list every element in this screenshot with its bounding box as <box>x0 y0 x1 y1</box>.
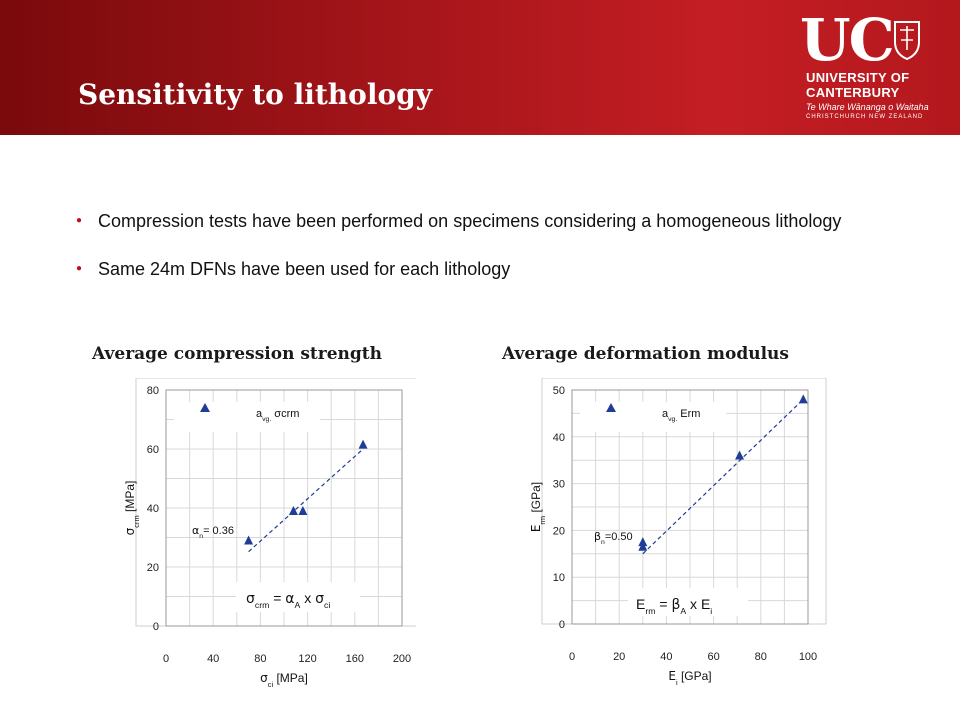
y-tick-label: 0 <box>559 619 565 631</box>
equation-box <box>628 588 748 616</box>
equation-box <box>236 582 360 612</box>
logo-text-line1: UNIVERSITY OF <box>806 70 910 85</box>
x-axis-label: σci [MPa] <box>260 671 308 689</box>
university-logo: UC UNIVERSITY OF CANTERBURY Te Whare Wān… <box>800 10 950 124</box>
right-chart-caption: Average deformation modulus <box>502 344 789 364</box>
deformation-modulus-plot: 0 20 40 60 80 100 0 10 20 30 40 50 Ei [GPa] Erm [GPa]… <box>529 377 827 687</box>
x-tick-label: 0 <box>163 653 169 665</box>
y-tick-label: 10 <box>553 572 565 584</box>
x-tick-label: 40 <box>207 653 219 665</box>
y-tick-label: 40 <box>147 503 159 515</box>
y-tick-label: 50 <box>553 385 565 397</box>
x-tick-label: 100 <box>799 651 817 663</box>
bullet-dot-icon: ● <box>76 215 83 226</box>
plot-area <box>165 389 403 627</box>
title-banner: Sensitivity to lithology UC UNIVERSITY O… <box>0 0 960 135</box>
bullet-list: ● Compression tests have been performed … <box>72 208 842 282</box>
legend-label: avg. σcrm <box>256 408 299 423</box>
y-axis-label: σcrm [MPa] <box>123 481 141 536</box>
legend-box <box>580 402 727 432</box>
left-chart-caption: Average compression strength <box>92 344 382 364</box>
legend-box <box>174 402 321 432</box>
bullet-item: ● Compression tests have been performed … <box>72 208 842 234</box>
data-point <box>798 394 808 404</box>
fit-line <box>248 448 364 553</box>
x-tick-label: 80 <box>755 651 767 663</box>
x-tick-label: 80 <box>254 653 266 665</box>
data-point <box>244 535 254 545</box>
x-axis-label: Ei [GPa] <box>668 669 711 687</box>
y-tick-label: 60 <box>147 444 159 456</box>
legend-label: avg. Erm <box>662 408 700 423</box>
y-tick-label: 20 <box>147 562 159 574</box>
logo-text-line3: Te Whare Wānanga o Waitaha <box>806 102 929 112</box>
x-tick-label: 200 <box>393 653 411 665</box>
bullet-item: ● Same 24m DFNs have been used for each … <box>72 256 842 282</box>
slide-title: Sensitivity to lithology <box>78 78 432 111</box>
y-axis-label: Erm [GPa] <box>529 482 547 532</box>
data-point <box>638 541 648 551</box>
coefficient-annotation: βn=0.50 <box>594 530 633 546</box>
data-point <box>638 537 648 547</box>
data-point <box>288 505 298 515</box>
y-tick-label: 40 <box>553 432 565 444</box>
compression-strength-chart: 0 40 80 120 160 200 0 20 40 60 80 σci [MPa] σcrm [MP… <box>96 377 421 703</box>
legend-marker <box>606 403 616 412</box>
x-tick-label: 40 <box>660 651 672 663</box>
x-tick-label: 60 <box>707 651 719 663</box>
y-tick-label: 20 <box>553 525 565 537</box>
bullet-text: Same 24m DFNs have been used for each li… <box>98 259 511 279</box>
data-point <box>735 450 745 460</box>
plot-area <box>571 389 809 625</box>
deformation-modulus-chart: 0 20 40 60 80 100 0 10 20 30 40 50 Ei [GPa] Erm [GPa]… <box>498 377 828 703</box>
equation-annotation: σcrm = αA x σci <box>246 590 330 610</box>
y-tick-label: 0 <box>153 621 159 633</box>
logo-text-line4: CHRISTCHURCH NEW ZEALAND <box>806 114 924 120</box>
x-tick-label: 120 <box>298 653 316 665</box>
logo-text-line2: CANTERBURY <box>806 85 900 100</box>
y-tick-label: 30 <box>553 479 565 491</box>
x-tick-label: 0 <box>569 651 575 663</box>
equation-annotation: Erm = βA x Ei <box>636 596 712 616</box>
logo-mark: UC <box>800 6 895 74</box>
x-tick-label: 20 <box>613 651 625 663</box>
bullet-dot-icon: ● <box>76 263 83 274</box>
x-tick-label: 160 <box>346 653 364 665</box>
legend-marker <box>200 403 210 412</box>
university-crest-icon <box>894 21 920 60</box>
y-tick-label: 80 <box>147 385 159 397</box>
fit-line <box>642 398 804 555</box>
compression-strength-plot: 0 40 80 120 160 200 0 20 40 60 80 σci [MPa] σcrm [MP… <box>123 377 421 689</box>
bullet-text: Compression tests have been performed on… <box>98 211 842 231</box>
data-point <box>298 505 308 515</box>
coefficient-annotation: αn= 0.36 <box>192 524 234 540</box>
data-point <box>358 439 368 449</box>
